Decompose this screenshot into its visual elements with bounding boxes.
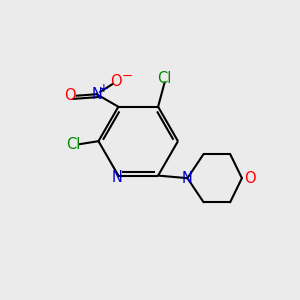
Text: N: N: [111, 170, 122, 185]
Text: +: +: [98, 82, 108, 95]
Text: O: O: [64, 88, 76, 103]
Text: O: O: [244, 171, 256, 186]
Text: N: N: [91, 87, 102, 102]
Text: Cl: Cl: [66, 136, 81, 152]
Text: O: O: [110, 74, 122, 89]
Text: −: −: [122, 70, 133, 83]
Text: N: N: [182, 171, 193, 186]
Text: Cl: Cl: [158, 71, 172, 86]
